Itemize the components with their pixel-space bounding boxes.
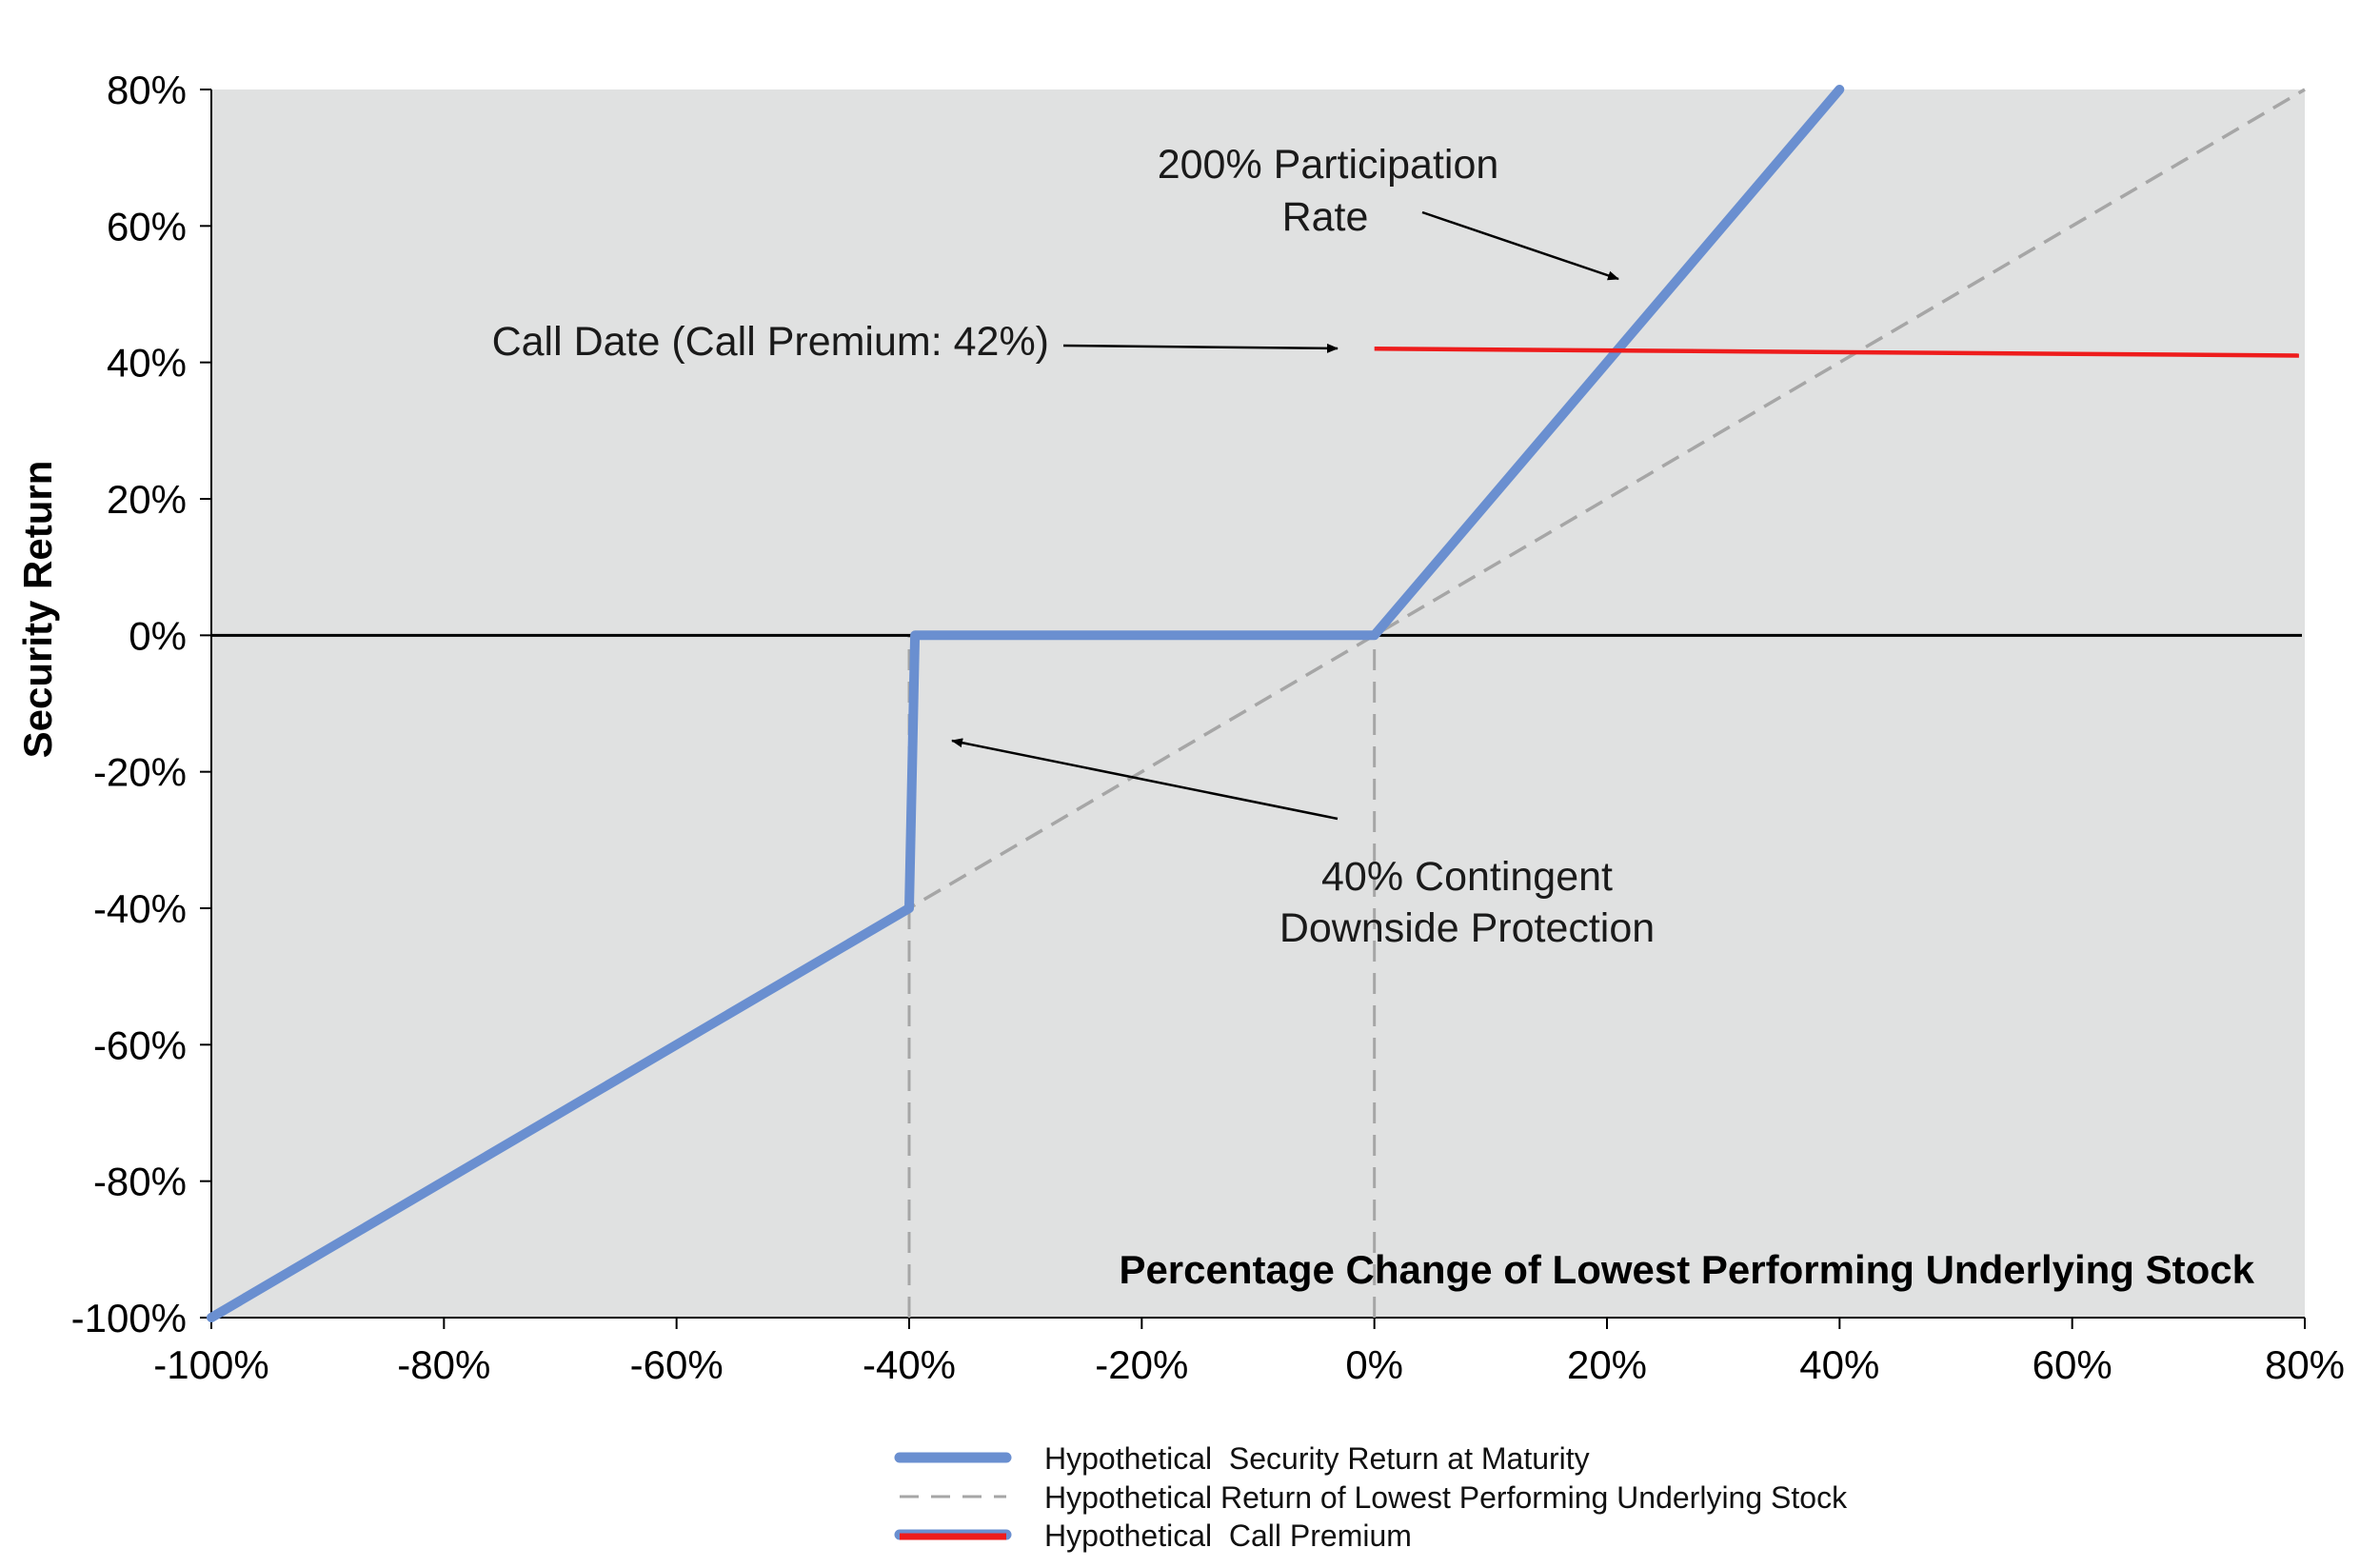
annotation-protection-line1: 40% Contingent xyxy=(1321,854,1613,900)
x-tick-label: -80% xyxy=(397,1342,490,1387)
legend-label-call-premium: Hypothetical Call Premium xyxy=(1044,1518,1412,1553)
series-call-premium-line xyxy=(1374,347,2299,358)
x-tick-label: -40% xyxy=(863,1342,956,1387)
y-tick-label: 80% xyxy=(107,68,187,112)
y-tick-label: -20% xyxy=(93,750,187,795)
annotation-participation-arrow xyxy=(1421,210,1619,281)
y-tick-label: 20% xyxy=(107,477,187,522)
x-tick-label: 0% xyxy=(1345,1342,1403,1387)
y-tick-label: -60% xyxy=(93,1022,187,1067)
x-tick-label: 20% xyxy=(1567,1342,1647,1387)
series-security-return-line xyxy=(207,85,1845,1322)
x-tick-label: 60% xyxy=(2033,1342,2112,1387)
legend: Hypothetical Security Return at Maturity… xyxy=(894,1441,1848,1553)
annotation-participation-line2: Rate xyxy=(1282,194,1369,240)
annotation-participation-line1: 200% Participation xyxy=(1158,142,1499,188)
x-tick-label: -20% xyxy=(1095,1342,1188,1387)
y-tick-label: -100% xyxy=(71,1296,187,1340)
y-tick-label: -80% xyxy=(93,1160,187,1204)
x-tick-label: -100% xyxy=(153,1342,268,1387)
legend-label-security-return: Hypothetical Security Return at Maturity xyxy=(1044,1441,1590,1476)
annotation-protection-arrow xyxy=(951,738,1339,821)
y-tick-label: 60% xyxy=(107,204,187,248)
y-tick-label: -40% xyxy=(93,886,187,931)
y-tick-label: 40% xyxy=(107,341,187,386)
annotation-call-date-arrow xyxy=(1062,343,1339,353)
annotation-call-date: Call Date (Call Premium: 42%) xyxy=(492,319,1049,365)
x-tick-label: 80% xyxy=(2265,1342,2345,1387)
x-axis-title: Percentage Change of Lowest Performing U… xyxy=(1119,1247,2254,1292)
annotation-protection-line2: Downside Protection xyxy=(1279,905,1655,951)
x-tick-label: -60% xyxy=(630,1342,724,1387)
y-axis-title: Security Return xyxy=(15,461,60,759)
x-tick-label: 40% xyxy=(1799,1342,1879,1387)
legend-label-underlying-stock: Hypothetical Return of Lowest Performing… xyxy=(1044,1480,1848,1515)
series-underlying-stock-line xyxy=(210,88,2306,1320)
y-tick-label: 0% xyxy=(129,613,187,658)
